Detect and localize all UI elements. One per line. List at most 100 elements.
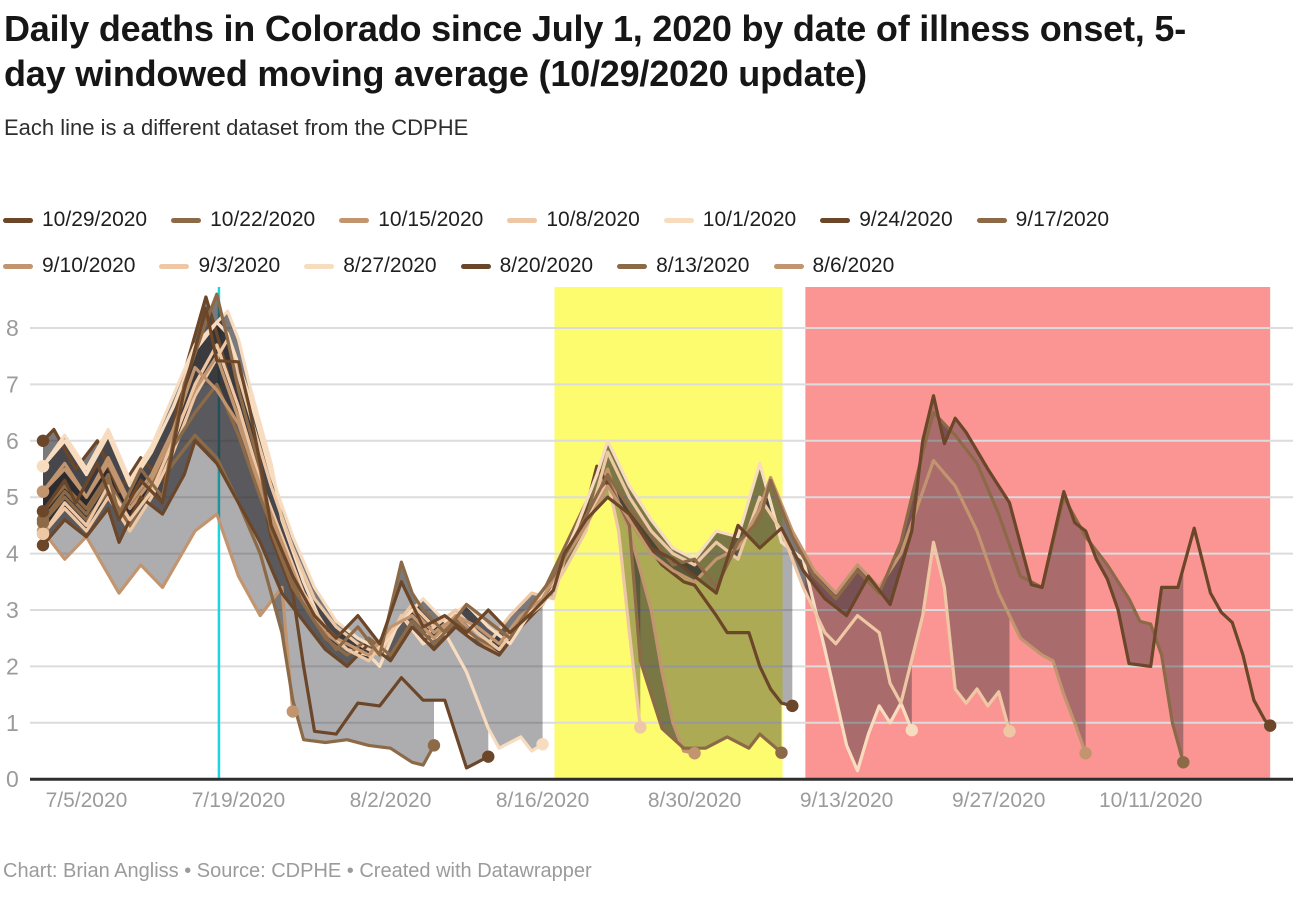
y-tick-label: 6 bbox=[6, 428, 19, 454]
x-tick-label: 8/2/2020 bbox=[350, 789, 432, 812]
legend-item: 9/24/2020 bbox=[820, 208, 953, 232]
y-tick-label: 3 bbox=[6, 597, 19, 623]
plot-svg: 7/5/2020 7/19/2020 8/2/2020 8/16/2020 8/30/2… bbox=[6, 287, 1293, 812]
legend-item: 10/8/2020 bbox=[507, 208, 640, 232]
legend-item-label: 8/13/2020 bbox=[656, 254, 750, 277]
series-line bbox=[41, 292, 1185, 764]
legend-swatch bbox=[159, 263, 190, 269]
x-tick-label: 9/27/2020 bbox=[952, 789, 1045, 812]
legend-swatch bbox=[820, 217, 851, 223]
y-tick-label: 1 bbox=[6, 710, 19, 736]
legend-item: 10/29/2020 bbox=[3, 208, 147, 232]
legend-item-label: 9/17/2020 bbox=[1015, 208, 1110, 231]
series-start-dot bbox=[36, 459, 50, 473]
x-tick-label: 10/11/2020 bbox=[1099, 789, 1203, 812]
legend-swatch bbox=[773, 263, 804, 269]
series-end-dot bbox=[1079, 747, 1092, 760]
series-start-dot bbox=[36, 538, 50, 552]
series-end-dot bbox=[775, 746, 788, 759]
legend-item-label: 8/6/2020 bbox=[812, 254, 895, 277]
legend-item: 9/17/2020 bbox=[976, 208, 1110, 232]
series-end-dot bbox=[1177, 756, 1190, 769]
legend-item-label: 8/27/2020 bbox=[343, 254, 437, 277]
legend-swatch bbox=[663, 217, 694, 223]
legend-swatch bbox=[171, 217, 202, 223]
chart-header: Daily deaths in Colorado since July 1, 2… bbox=[4, 6, 1296, 141]
legend-item: 10/22/2020 bbox=[171, 208, 315, 232]
y-tick-label: 2 bbox=[6, 653, 19, 679]
series-end-dot bbox=[688, 747, 701, 760]
series-end-dot bbox=[1263, 719, 1277, 732]
page-subtitle: Each line is a different dataset from th… bbox=[4, 114, 469, 140]
series-end-dot bbox=[1003, 725, 1016, 738]
series-end-dot bbox=[905, 723, 918, 737]
legend-swatch bbox=[339, 217, 370, 223]
series-start-dot bbox=[36, 434, 50, 447]
legend-swatch bbox=[460, 263, 491, 269]
y-tick-label: 0 bbox=[6, 766, 19, 792]
legend-item-label: 10/22/2020 bbox=[210, 208, 316, 231]
legend-item-label: 8/20/2020 bbox=[499, 254, 594, 277]
y-tick-label: 7 bbox=[6, 371, 19, 397]
series-start-dot bbox=[36, 516, 50, 529]
series-line bbox=[41, 365, 1088, 755]
x-axis-labels: 7/5/2020 7/19/2020 8/2/2020 8/16/2020 8/30/2… bbox=[46, 789, 1203, 812]
y-tick-label: 4 bbox=[6, 541, 19, 567]
series-line bbox=[41, 309, 545, 753]
legend-item-label: 9/24/2020 bbox=[859, 208, 953, 231]
series-end-dot bbox=[482, 750, 495, 763]
legend-item-label: 10/29/2020 bbox=[42, 208, 148, 231]
fill-band bbox=[43, 297, 434, 766]
legend-swatch bbox=[3, 217, 33, 223]
legend-item-label: 9/10/2020 bbox=[42, 254, 136, 277]
series-lines bbox=[41, 292, 1272, 773]
series-end-dot bbox=[286, 705, 299, 718]
y-tick-label: 8 bbox=[6, 315, 19, 341]
legend-item: 8/13/2020 bbox=[617, 254, 750, 278]
legend-item: 9/10/2020 bbox=[3, 254, 135, 278]
series-start-dot bbox=[36, 527, 50, 541]
series-line bbox=[41, 343, 1012, 733]
series-end-dot bbox=[634, 721, 647, 734]
legend-swatch bbox=[507, 217, 538, 223]
chart-byline: Chart: Brian Angliss • Source: CDPHE • C… bbox=[3, 860, 592, 882]
legend-item: 8/20/2020 bbox=[460, 254, 594, 278]
legend-item: 8/27/2020 bbox=[304, 254, 437, 278]
series-end-dot bbox=[786, 699, 799, 713]
series-start-dot bbox=[36, 505, 50, 518]
legend-row: 9/10/2020 9/3/2020 8/27/2020 8/20/2020 8/13/… bbox=[3, 243, 1297, 289]
x-tick-label: 8/16/2020 bbox=[496, 789, 589, 812]
series-line bbox=[41, 295, 490, 770]
series-start-dot bbox=[36, 485, 50, 498]
x-tick-label: 7/19/2020 bbox=[192, 789, 285, 812]
x-tick-label: 9/13/2020 bbox=[800, 789, 893, 812]
legend-item: 10/1/2020 bbox=[663, 208, 797, 232]
y-axis-labels: 0 1 2 3 4 5 6 7 8 bbox=[6, 315, 19, 792]
series-end-dot bbox=[427, 739, 441, 752]
chart-legend: 10/29/2020 10/22/2020 10/15/2020 10/8/2020 1… bbox=[3, 197, 1297, 289]
series-line bbox=[41, 433, 436, 767]
legend-item-label: 10/1/2020 bbox=[702, 208, 797, 231]
line-chart: 7/5/2020 7/19/2020 8/2/2020 8/16/2020 8/30/2… bbox=[0, 283, 1300, 843]
series-endpoint-dots bbox=[36, 434, 1277, 769]
series-line bbox=[41, 512, 295, 714]
legend-item: 10/15/2020 bbox=[339, 208, 483, 232]
series-line bbox=[41, 439, 794, 708]
series-line bbox=[41, 306, 1272, 728]
legend-row: 10/29/2020 10/22/2020 10/15/2020 10/8/2020 1… bbox=[3, 197, 1297, 243]
y-tick-label: 5 bbox=[6, 484, 19, 510]
legend-swatch bbox=[3, 263, 33, 269]
legend-swatch bbox=[304, 263, 335, 269]
legend-item-label: 10/15/2020 bbox=[378, 208, 484, 231]
legend-swatch bbox=[617, 263, 648, 269]
legend-item: 9/3/2020 bbox=[159, 254, 280, 278]
x-tick-label: 7/5/2020 bbox=[46, 789, 128, 812]
legend-item-label: 10/8/2020 bbox=[546, 208, 640, 231]
series-end-dot bbox=[536, 738, 549, 751]
page-title: Daily deaths in Colorado since July 1, 2… bbox=[4, 8, 1186, 95]
x-tick-label: 8/30/2020 bbox=[648, 789, 741, 812]
legend-item-label: 9/3/2020 bbox=[198, 254, 281, 277]
legend-item: 8/6/2020 bbox=[773, 254, 895, 278]
legend-swatch bbox=[976, 217, 1007, 223]
